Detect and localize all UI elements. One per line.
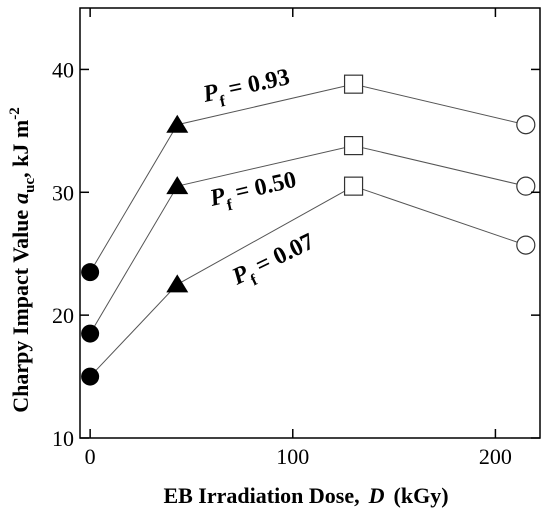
data-point-square [343,176,364,196]
x-tick-label: 100 [276,444,309,469]
axis-tick-labels: 0 100 200 10 20 30 40 [52,57,512,469]
data-point-circle [81,324,100,343]
series-label-1: Pf= 0.50 [207,167,301,218]
data-point-triangle [166,114,189,133]
data-point-square [343,136,364,156]
series-label-0: Pf= 0.93 [200,64,293,114]
series-line-1 [89,145,526,334]
data-point-square [343,74,364,94]
x-tick-label: 0 [85,444,96,469]
x-axis-title: EB Irradiation Dose, D (kGy) [163,483,448,508]
data-point-triangle [166,176,189,195]
data-point-open-circle [516,115,536,135]
data-point-circle [81,367,100,386]
plot-frame [79,7,541,439]
y-tick-label: 20 [52,303,74,328]
data-point-open-circle [516,235,536,255]
data-point-circle [81,263,100,282]
y-axis-title: Charpy Impact Valueauc, kJ m-2 [7,107,38,412]
y-tick-label: 10 [52,426,74,451]
series-lines [89,83,526,377]
series-line-0 [89,83,526,273]
data-point-open-circle [516,176,536,196]
x-tick-label: 200 [479,444,512,469]
data-point-triangle [166,274,189,293]
axis-ticks [80,8,540,439]
y-tick-label: 40 [52,57,74,82]
series-label-2: Pf= 0.07 [227,229,321,297]
y-tick-label: 30 [52,180,74,205]
series-markers [81,74,536,386]
series-line-2 [89,185,526,377]
